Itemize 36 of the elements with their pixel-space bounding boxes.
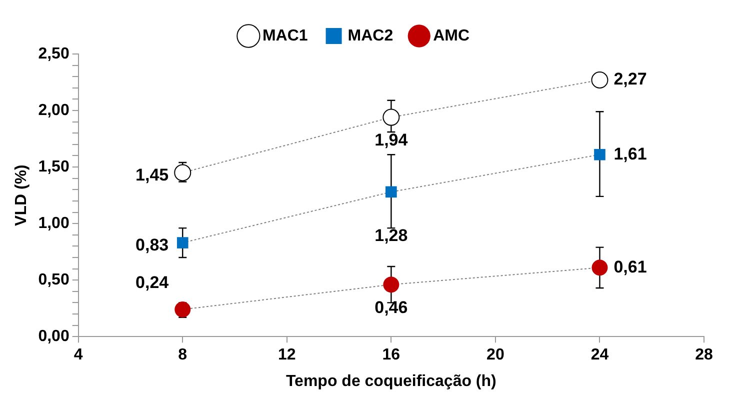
y-axis-title: VLD (%)	[13, 164, 30, 226]
point	[174, 164, 192, 182]
x-tick-label: 4	[74, 346, 83, 364]
data-label: 1,94	[374, 130, 408, 150]
x-tick-label: 8	[178, 346, 188, 364]
data-label: 1,61	[614, 144, 647, 164]
y-tick-label: 0,50	[38, 271, 70, 288]
y-tick-label: 1,50	[38, 158, 70, 176]
y-tick-label: 1,00	[38, 214, 70, 232]
legend-label: AMC	[433, 27, 470, 44]
point	[174, 301, 191, 318]
point	[383, 276, 400, 293]
data-label: 0,61	[614, 257, 647, 276]
data-label: 0,46	[374, 298, 408, 317]
x-tick-label: 20	[486, 346, 504, 364]
point	[591, 72, 608, 88]
point	[176, 237, 188, 248]
y-tick-label: 0,00	[38, 328, 70, 346]
y-tick-label: 2,00	[38, 102, 70, 119]
data-label: 0,24	[136, 273, 170, 292]
data-label: 1,45	[136, 165, 169, 184]
x-tick-label: 28	[695, 346, 713, 364]
y-tick-label: 2,50	[38, 45, 70, 62]
data-label: 2,27	[614, 70, 647, 89]
data-label: 1,28	[374, 226, 408, 246]
legend-label: MAC2	[348, 27, 394, 44]
legend-label: MAC1	[262, 27, 308, 44]
x-axis-title: Tempo de coqueificação (h)	[286, 372, 496, 390]
point	[592, 260, 608, 276]
point	[382, 108, 400, 126]
x-tick-label: 24	[590, 346, 609, 364]
x-tick-label: 16	[382, 346, 400, 364]
point	[594, 148, 606, 160]
data-label: 0,83	[136, 235, 169, 254]
x-tick-label: 12	[278, 346, 296, 364]
point	[386, 186, 397, 198]
